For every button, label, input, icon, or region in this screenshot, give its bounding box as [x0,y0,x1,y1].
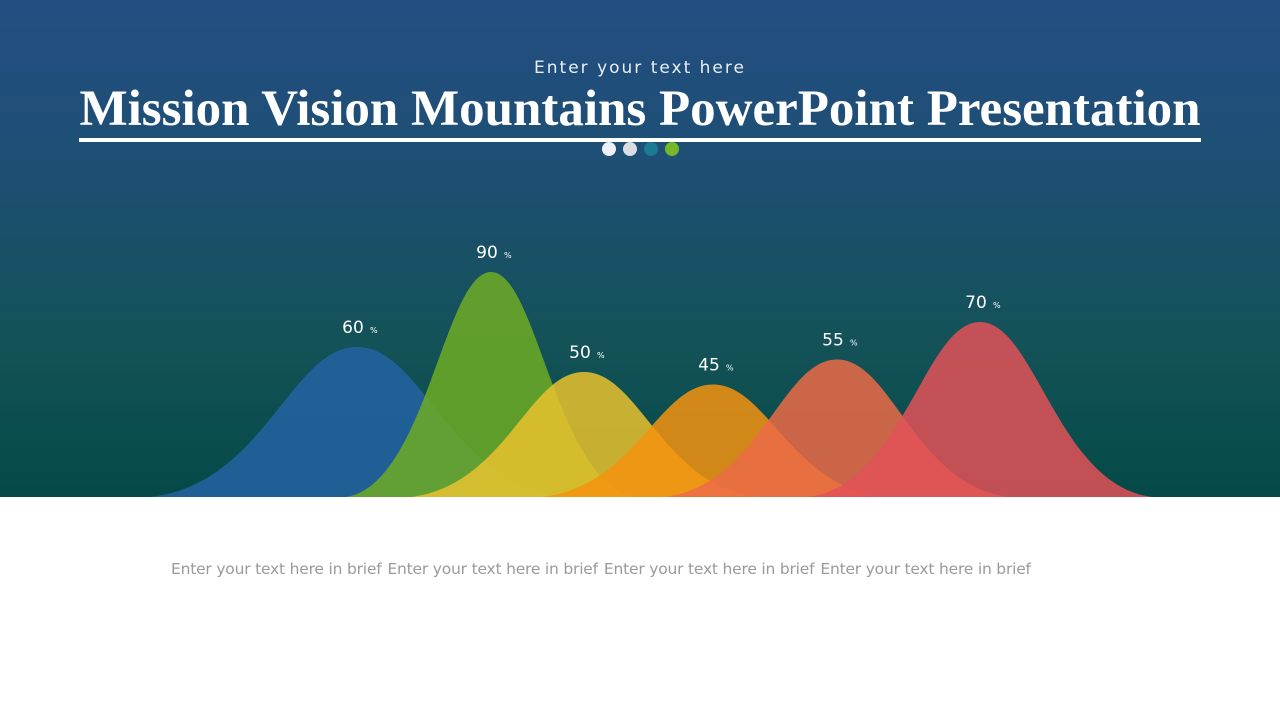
page-title: Mission Vision Mountains PowerPoint Pres… [0,80,1280,142]
value-label-4: 45 [698,356,720,376]
indicator-dots [0,142,1280,156]
value-unit-2: % [504,251,512,260]
value-unit-4: % [726,364,734,373]
value-unit-5: % [850,339,858,348]
captions: Enter your text here in brief Enter your… [171,560,1031,578]
page-title-text: Mission Vision Mountains PowerPoint Pres… [79,80,1201,142]
indicator-dot [622,142,637,156]
indicator-dot [664,142,679,156]
caption-2: Enter your text here in brief [387,560,598,578]
value-label-2: 90 [476,243,498,263]
header-background: Enter your text here Mission Vision Moun… [0,0,1280,497]
caption-3: Enter your text here in brief [603,560,815,578]
value-label-6: 70 [965,293,987,313]
mountains-chart: 60 % 90 % 50% 45 % 55 % 70% [150,243,1152,497]
value-unit-6: % [993,301,1001,310]
mountain-peak-6 [808,322,1152,497]
value-unit-3: % [597,351,605,360]
subtitle: Enter your text here [534,58,746,78]
value-label-3: 50 [569,343,591,363]
caption-1: Enter your text here in brief [171,560,382,578]
indicator-dot [601,142,616,156]
caption-4: Enter your text here in brief [820,560,1031,578]
indicator-dot [643,142,658,156]
value-label-5: 55 [822,331,844,351]
value-label-1: 60 [342,318,364,338]
value-unit-1: % [370,326,378,335]
